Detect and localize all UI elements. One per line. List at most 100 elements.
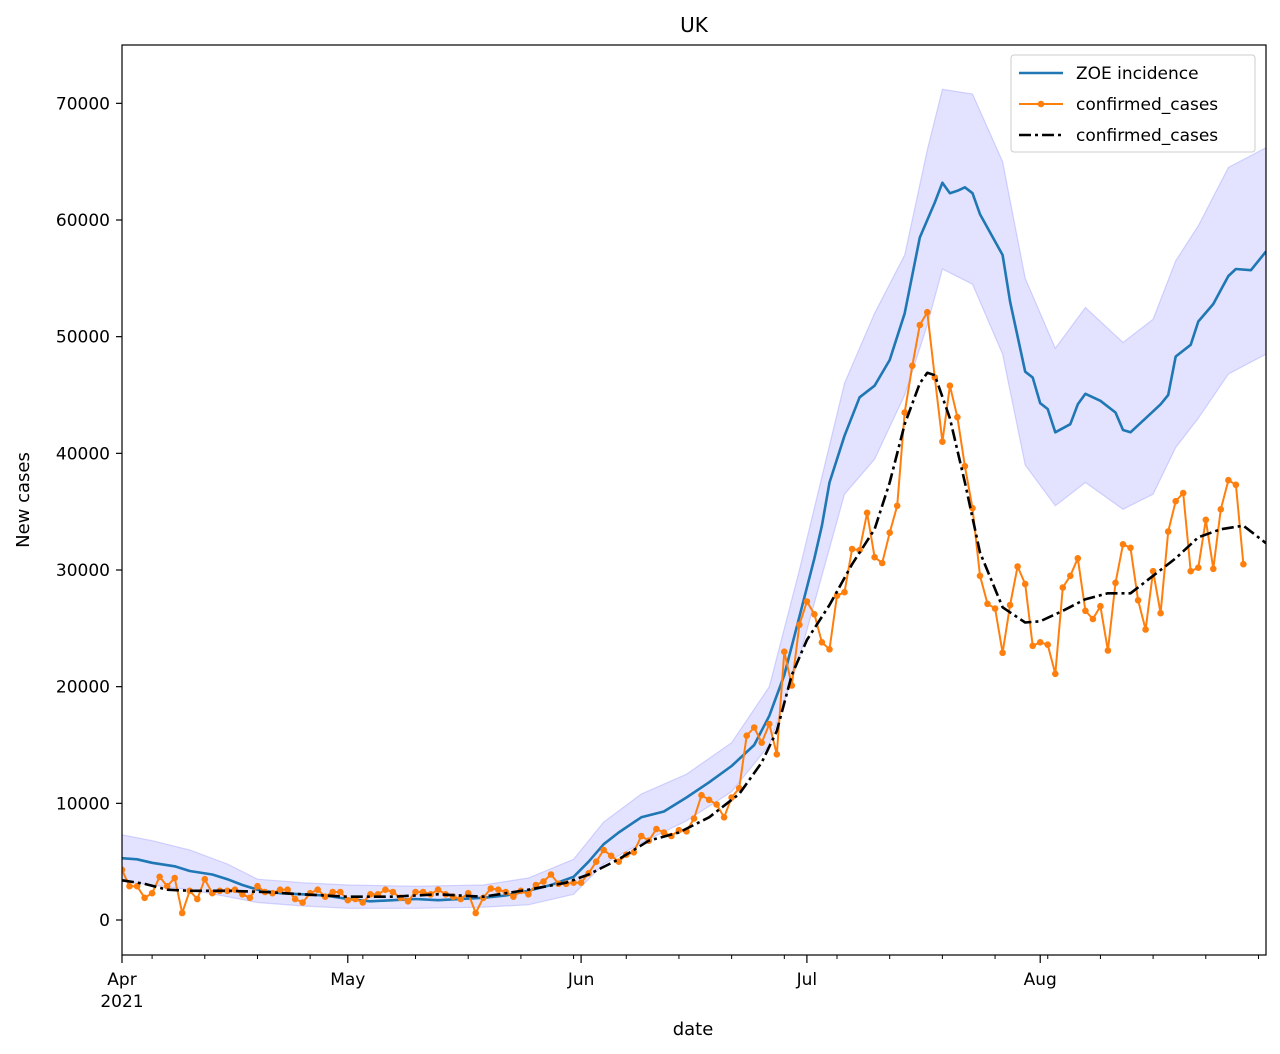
data-point-confirmed-cases — [856, 546, 863, 554]
data-point-confirmed-cases — [1006, 601, 1014, 609]
data-point-confirmed-cases — [419, 888, 427, 896]
data-point-confirmed-cases — [600, 846, 607, 854]
data-point-confirmed-cases — [781, 648, 788, 655]
data-point-confirmed-cases — [201, 875, 209, 883]
data-point-confirmed-cases — [1089, 615, 1097, 623]
data-point-confirmed-cases — [826, 646, 833, 653]
data-point-confirmed-cases — [1082, 607, 1089, 615]
data-point-confirmed-cases — [766, 720, 773, 728]
data-point-confirmed-cases — [239, 891, 246, 898]
data-point-confirmed-cases — [1187, 567, 1194, 575]
data-point-confirmed-cases — [1149, 567, 1157, 575]
data-point-confirmed-cases — [909, 362, 916, 370]
data-point-confirmed-cases — [886, 529, 893, 536]
data-point-confirmed-cases — [690, 815, 698, 822]
data-point-confirmed-cases — [773, 751, 781, 758]
data-point-confirmed-cases — [728, 794, 735, 801]
y-tick-label: 0 — [99, 911, 110, 931]
data-point-confirmed-cases — [156, 873, 163, 881]
data-point-confirmed-cases — [171, 874, 178, 882]
data-point-confirmed-cases — [1179, 489, 1187, 497]
y-tick-label: 20000 — [56, 678, 110, 698]
data-point-confirmed-cases — [194, 895, 201, 903]
plot-frame — [121, 44, 1267, 956]
data-point-confirmed-cases — [540, 878, 547, 885]
data-point-confirmed-cases — [638, 832, 645, 840]
y-tick-label: 50000 — [56, 328, 110, 348]
legend-marker — [1037, 100, 1045, 108]
data-point-confirmed-cases — [404, 898, 412, 905]
data-point-confirmed-cases — [487, 885, 495, 892]
data-point-confirmed-cases — [1112, 579, 1119, 587]
series-lines-layer — [122, 181, 1266, 917]
data-point-confirmed-cases — [916, 321, 924, 329]
x-tick-label: Jun — [567, 970, 595, 990]
data-point-confirmed-cases — [698, 791, 705, 799]
data-point-confirmed-cases — [1164, 528, 1172, 535]
data-point-confirmed-cases — [1232, 481, 1240, 489]
data-point-confirmed-cases — [713, 801, 720, 808]
data-point-confirmed-cases — [314, 886, 322, 893]
data-point-confirmed-cases — [1195, 564, 1202, 571]
data-point-confirmed-cases — [1119, 541, 1127, 548]
legend-box — [1010, 54, 1256, 153]
data-point-confirmed-cases — [186, 887, 193, 895]
data-point-confirmed-cases — [344, 896, 352, 904]
data-point-confirmed-cases — [547, 871, 555, 878]
data-point-confirmed-cases — [999, 649, 1006, 657]
data-point-confirmed-cases — [525, 891, 532, 898]
data-point-confirmed-cases — [122, 866, 126, 874]
data-point-confirmed-cases — [841, 588, 848, 596]
data-point-confirmed-cases — [607, 852, 615, 860]
data-point-confirmed-cases — [1172, 497, 1179, 505]
data-point-confirmed-cases — [630, 849, 638, 856]
data-point-confirmed-cases — [1127, 544, 1134, 552]
data-point-confirmed-cases — [337, 888, 344, 896]
data-point-confirmed-cases — [1202, 516, 1210, 524]
data-point-confirmed-cases — [758, 739, 765, 746]
data-point-confirmed-cases — [818, 639, 826, 646]
data-point-confirmed-cases — [1210, 565, 1217, 573]
data-point-confirmed-cases — [1052, 670, 1059, 678]
data-point-confirmed-cases — [961, 462, 969, 470]
axes: 0 10000 20000 30000 40000 50000 60000 70000 Apr2… — [56, 44, 1267, 1012]
legend-label: confirmed_cases — [1076, 95, 1218, 115]
data-point-confirmed-cases — [457, 895, 465, 903]
data-point-confirmed-cases — [991, 605, 999, 612]
data-point-confirmed-cases — [871, 553, 878, 561]
data-point-confirmed-cases — [1059, 584, 1067, 591]
data-point-confirmed-cases — [1036, 639, 1044, 646]
data-point-confirmed-cases — [434, 886, 442, 893]
data-point-confirmed-cases — [359, 899, 367, 906]
data-point-confirmed-cases — [946, 382, 954, 390]
x-axis-label: date — [673, 1019, 714, 1040]
data-point-confirmed-cases — [720, 814, 728, 821]
data-point-confirmed-cases — [705, 796, 713, 804]
data-point-confirmed-cases — [1142, 626, 1149, 633]
y-tick-label: 60000 — [56, 211, 110, 231]
data-point-confirmed-cases — [284, 886, 291, 893]
series-line-confirmed-cases-average — [122, 371, 1266, 898]
data-point-confirmed-cases — [803, 598, 811, 605]
data-point-confirmed-cases — [984, 600, 991, 608]
legend-label: ZOE incidence — [1076, 64, 1199, 84]
data-point-confirmed-cases — [1104, 647, 1112, 654]
data-point-confirmed-cases — [1044, 641, 1051, 648]
data-point-confirmed-cases — [141, 894, 148, 902]
x-tick-label: Jul — [796, 970, 818, 990]
data-point-confirmed-cases — [299, 899, 306, 906]
data-point-confirmed-cases — [126, 882, 133, 890]
data-point-confirmed-cases — [615, 858, 622, 865]
data-point-confirmed-cases — [750, 724, 758, 731]
data-point-confirmed-cases — [1225, 476, 1232, 484]
y-tick-label: 10000 — [56, 794, 110, 814]
data-point-confirmed-cases — [1217, 506, 1225, 513]
data-point-confirmed-cases — [1097, 602, 1104, 610]
data-point-confirmed-cases — [1240, 560, 1247, 568]
data-point-confirmed-cases — [133, 882, 141, 890]
data-point-confirmed-cases — [246, 894, 254, 902]
data-point-confirmed-cases — [1021, 580, 1029, 588]
chart-title: UK — [680, 13, 709, 37]
data-point-confirmed-cases — [901, 409, 908, 416]
